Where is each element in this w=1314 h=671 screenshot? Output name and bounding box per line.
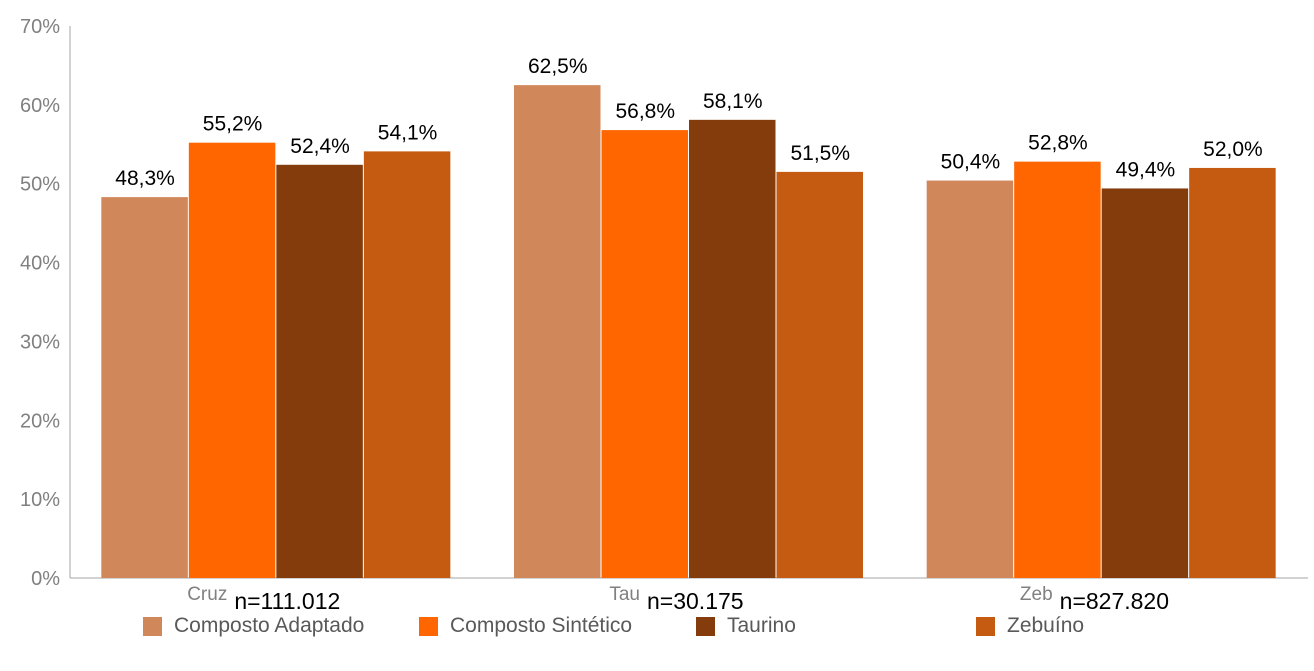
legend-item-composto-adaptado: Composto Adaptado: [143, 614, 364, 638]
legend-item-composto-sintetico: Composto Sintético: [419, 614, 632, 638]
bar: [188, 142, 276, 579]
legend-item-zebuino: Zebuíno: [976, 614, 1084, 638]
data-label: 58,1%: [703, 90, 763, 113]
legend-label-taurino: Taurino: [727, 614, 796, 637]
legend-item-taurino: Taurino: [696, 614, 796, 638]
y-tick-label: 20%: [20, 410, 60, 432]
y-tick-label: 30%: [20, 331, 60, 353]
y-tick-label: 0%: [31, 568, 60, 590]
bar: [363, 151, 451, 578]
data-label: 56,8%: [615, 100, 675, 123]
legend-swatch-composto-adaptado: [143, 616, 162, 636]
data-label: 62,5%: [528, 55, 588, 78]
bar: [926, 180, 1014, 578]
y-tick-label: 70%: [20, 16, 60, 38]
sample-size-label: n=827.820: [1060, 588, 1169, 610]
data-label: 52,8%: [1028, 132, 1088, 155]
bar: [514, 85, 601, 579]
x-category-label: Zeb: [1020, 584, 1053, 605]
y-tick-label: 10%: [20, 489, 60, 511]
sample-size-label: n=30.175: [647, 588, 744, 610]
bar: [101, 197, 188, 578]
legend-swatch-taurino: [696, 616, 715, 636]
data-label: 52,4%: [290, 135, 350, 158]
legend-swatch-composto-sintetico: [419, 616, 438, 636]
y-tick-label: 60%: [20, 95, 60, 117]
legend-label-composto-sintetico: Composto Sintético: [450, 614, 633, 637]
data-label: 51,5%: [790, 142, 850, 165]
legend-label-zebuino: Zebuíno: [1007, 614, 1085, 637]
bar: [601, 130, 688, 578]
data-label: 52,0%: [1203, 138, 1263, 161]
bar: [1101, 188, 1189, 578]
bar: [276, 164, 363, 578]
sample-size-label: n=111.012: [234, 588, 340, 610]
data-label: 54,1%: [378, 121, 438, 144]
legend-swatch-zebuino: [976, 616, 995, 636]
legend-label-composto-adaptado: Composto Adaptado: [174, 614, 365, 637]
data-label: 55,2%: [203, 113, 263, 136]
y-tick-label: 40%: [20, 253, 60, 275]
bar-chart: 0% 10% 20% 30% 40% 50% 60% 70% 48,3% 55,2% 52,4% 54…: [20, 16, 1308, 610]
bar: [689, 119, 776, 578]
data-label: 50,4%: [941, 151, 1001, 174]
bar: [1189, 167, 1276, 578]
bar: [1014, 161, 1101, 579]
legend: Composto Adaptado Composto Sintético Tau…: [0, 614, 1314, 654]
x-category-label: Tau: [609, 584, 640, 605]
data-label: 49,4%: [1116, 158, 1176, 181]
data-label: 48,3%: [115, 167, 175, 190]
x-category-label: Cruz: [187, 584, 227, 605]
bar: [776, 171, 863, 578]
y-tick-label: 50%: [20, 174, 60, 196]
